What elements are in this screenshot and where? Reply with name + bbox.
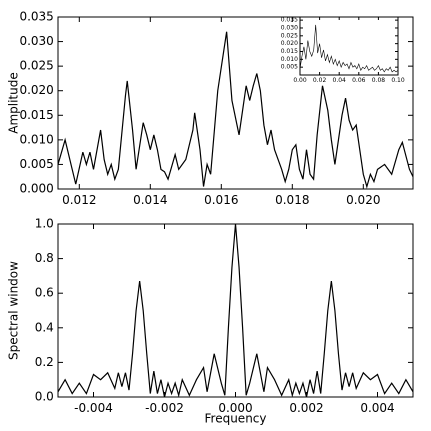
x-tick-label: 0.004 bbox=[360, 401, 394, 415]
y-tick-label: 0.020 bbox=[19, 83, 53, 97]
x-tick-label: 0.020 bbox=[346, 193, 380, 207]
y-tick-label: 0.015 bbox=[281, 48, 298, 55]
x-tick-label: 0.014 bbox=[133, 193, 167, 207]
y-tick-label: 0.8 bbox=[35, 251, 54, 265]
line bbox=[58, 31, 413, 189]
x-tick-label: 0.08 bbox=[372, 77, 386, 84]
x-tick-label: 0.10 bbox=[391, 77, 405, 84]
axes-frame bbox=[299, 16, 399, 76]
y-tick-label: 0.005 bbox=[19, 157, 53, 171]
y-tick-label: 0.010 bbox=[19, 132, 53, 146]
plot bbox=[58, 31, 413, 189]
y-tick-label: 0.025 bbox=[281, 32, 298, 39]
y-tick-label: 0.005 bbox=[281, 64, 298, 71]
x-tick-label: 0.06 bbox=[352, 77, 366, 84]
y-tick-label: 0.035 bbox=[281, 17, 298, 24]
y-tick-label: 0.4 bbox=[35, 320, 54, 334]
y-tick-label: 0.030 bbox=[281, 24, 298, 31]
y-tick-label: 0.030 bbox=[19, 34, 53, 48]
x-tick-label: 0.04 bbox=[333, 77, 347, 84]
y-tick-label: 0.6 bbox=[35, 286, 54, 300]
plot bbox=[58, 224, 413, 397]
x-tick-label: 0.000 bbox=[218, 401, 252, 415]
axes-background bbox=[300, 17, 398, 75]
y-axis-label: Amplitude bbox=[7, 72, 21, 134]
line bbox=[58, 224, 413, 397]
y-tick-label: 0.020 bbox=[281, 40, 298, 47]
y-tick-label: 0.2 bbox=[35, 355, 54, 369]
y-tick-label: 0.010 bbox=[281, 56, 298, 63]
x-tick-label: -0.004 bbox=[74, 401, 113, 415]
line bbox=[300, 24, 398, 73]
axes-background bbox=[58, 224, 413, 397]
x-tick-label: -0.002 bbox=[145, 401, 184, 415]
y-tick-label: 0.0 bbox=[35, 390, 54, 404]
y-axis-label: Spectral window bbox=[7, 261, 21, 360]
y-tick-label: 0.015 bbox=[19, 108, 53, 122]
x-tick-label: 0.00 bbox=[293, 77, 307, 84]
x-tick-label: 0.02 bbox=[313, 77, 327, 84]
x-tick-label: 0.018 bbox=[275, 193, 309, 207]
y-tick-label: 0.000 bbox=[19, 182, 53, 196]
axes-frame bbox=[57, 16, 414, 190]
y-tick-label: 0.035 bbox=[19, 10, 53, 24]
y-tick-label: 0.025 bbox=[19, 59, 53, 73]
plot bbox=[300, 24, 398, 73]
x-tick-label: 0.002 bbox=[289, 401, 323, 415]
y-tick-label: 1.0 bbox=[35, 217, 54, 231]
x-tick-label: 0.012 bbox=[62, 193, 96, 207]
x-axis-label: Frequency bbox=[205, 412, 267, 426]
x-tick-label: 0.016 bbox=[204, 193, 238, 207]
